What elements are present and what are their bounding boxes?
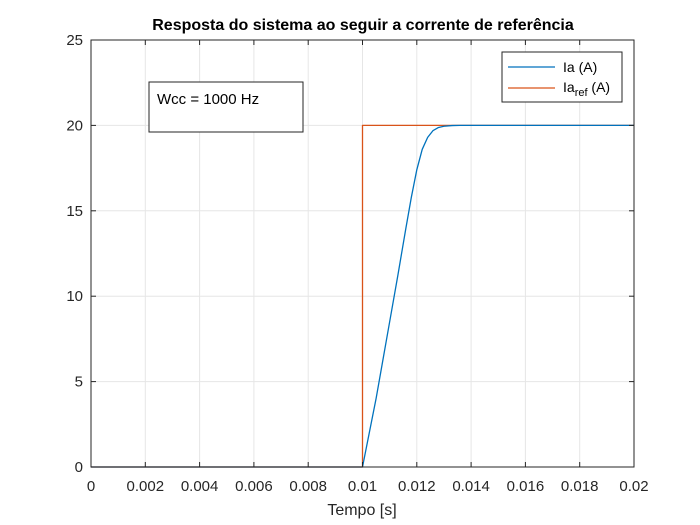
x-tick-label: 0.014 [452,478,490,495]
annotation-frame [148,81,304,133]
chart-title: Resposta do sistema ao seguir a corrente… [152,17,574,34]
x-tick-label: 0.016 [507,478,545,495]
legend-label-ia: Ia (A) [563,59,597,75]
x-tick-label: 0 [87,478,95,495]
x-tick-label: 0.01 [348,478,377,495]
y-tick-label: 0 [75,459,83,476]
x-tick-label: 0.002 [127,478,165,495]
annotation-text: Wcc = 1000 Hz [157,91,259,108]
x-ticks: 0 0.002 0.004 0.006 0.008 0.01 0.012 0.014 0.016… [87,40,649,495]
x-tick-label: 0.008 [289,478,327,495]
x-tick-label: 0.006 [235,478,273,495]
series-line-ia [91,124,634,468]
legend-label-ia-ref-main: Ia [563,79,575,95]
y-tick-label: 15 [66,203,83,220]
legend: Ia (A) Iaref (A) [501,51,623,103]
legend-frame [501,51,623,103]
x-tick-label: 0.012 [398,478,436,495]
x-tick-label: 0.02 [619,478,648,495]
y-ticks: 0 5 10 15 20 25 [66,32,634,476]
y-tick-label: 10 [66,288,83,305]
legend-label-ia-ref-sub: ref [575,87,589,99]
y-tick-label: 25 [66,32,83,49]
y-tick-label: 5 [75,374,83,391]
annotation-box: Wcc = 1000 Hz [148,81,304,133]
legend-label-ia-ref-suffix: (A) [588,79,611,95]
x-axis-label: Tempo [s] [327,502,396,519]
legend-label-ia-ref: Iaref (A) [563,79,610,99]
y-tick-label: 20 [66,117,83,134]
x-tick-label: 0.018 [561,478,599,495]
x-tick-label: 0.004 [181,478,219,495]
